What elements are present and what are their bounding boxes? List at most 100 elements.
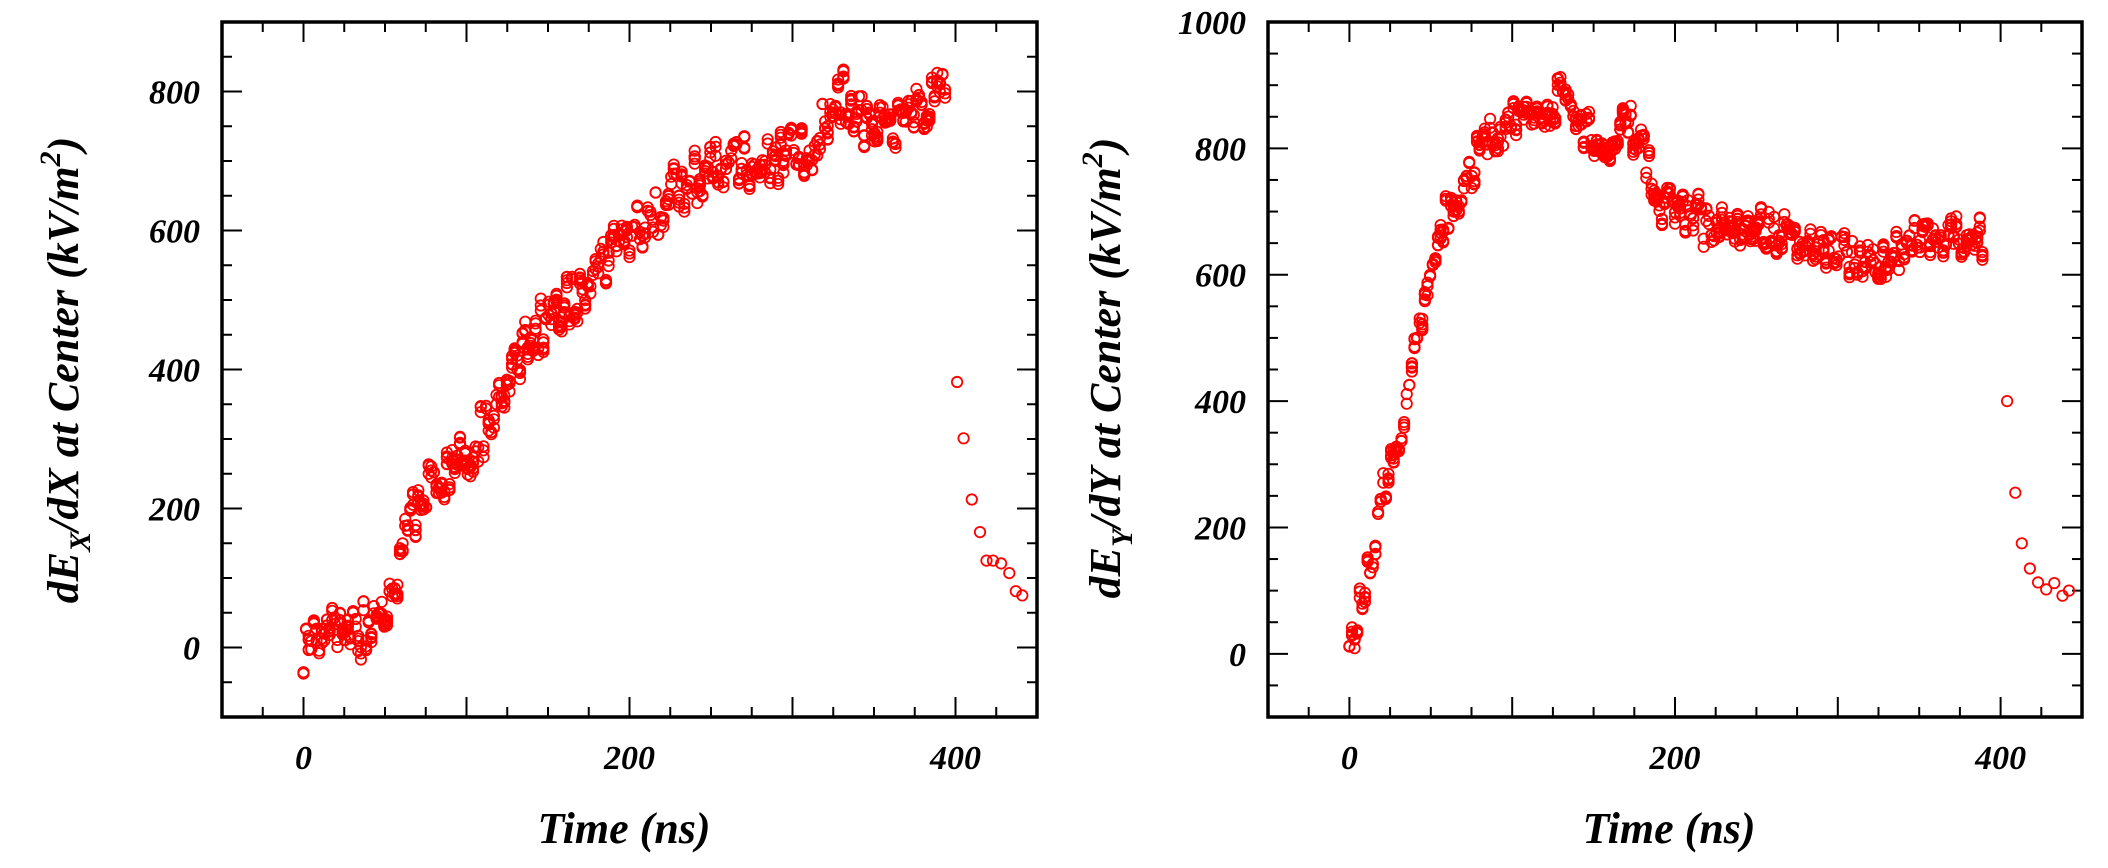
data-point xyxy=(688,144,701,157)
y-tick-label: 0 xyxy=(183,631,200,668)
data-point xyxy=(620,220,634,233)
data-point xyxy=(443,481,456,494)
data-point xyxy=(453,431,467,444)
data-point xyxy=(1455,194,1468,207)
data-point xyxy=(425,460,438,473)
data-point xyxy=(427,466,440,479)
data-point xyxy=(1554,71,1567,84)
data-point xyxy=(2031,576,2045,589)
data-point xyxy=(1489,139,1502,152)
y-tick-label: 400 xyxy=(148,353,200,390)
data-point xyxy=(936,67,949,81)
x-tick-label: 400 xyxy=(929,740,981,777)
data-point xyxy=(524,336,537,350)
data-point xyxy=(307,615,320,628)
data-point xyxy=(837,65,850,78)
data-point xyxy=(1400,397,1413,410)
data-point xyxy=(764,163,777,176)
data-point xyxy=(1679,226,1692,239)
data-point xyxy=(419,501,433,514)
data-point xyxy=(1003,566,1016,580)
data-point xyxy=(1416,312,1429,325)
data-point xyxy=(1640,166,1653,179)
data-point xyxy=(1382,476,1395,489)
data-point xyxy=(331,640,344,654)
data-point xyxy=(1645,177,1658,190)
data-point xyxy=(333,607,347,620)
data-point xyxy=(1016,589,1029,602)
data-point xyxy=(1366,561,1379,574)
y-axis-title: dEX/dX at Center (kV/m2) xyxy=(34,137,97,604)
data-point xyxy=(928,95,941,108)
data-point xyxy=(1637,129,1650,142)
data-point xyxy=(1642,149,1656,163)
data-point xyxy=(1562,92,1575,105)
x-tick-label: 200 xyxy=(1649,740,1701,777)
data-point xyxy=(1395,434,1408,447)
data-point xyxy=(2015,537,2028,550)
data-point xyxy=(1497,139,1510,152)
y-tick-label: 0 xyxy=(1229,637,1246,674)
data-point xyxy=(409,529,422,542)
data-point xyxy=(365,630,378,644)
data-point xyxy=(487,421,500,434)
data-point xyxy=(443,477,456,491)
data-point xyxy=(1687,219,1700,232)
plot-frame xyxy=(1266,20,2084,719)
data-point xyxy=(579,302,592,315)
data-point xyxy=(938,87,952,100)
data-point xyxy=(717,181,730,194)
data-point xyxy=(884,113,897,126)
data-point xyxy=(1582,113,1596,126)
data-point xyxy=(678,205,691,218)
data-point xyxy=(1679,218,1692,231)
data-point xyxy=(821,132,834,145)
data-point xyxy=(1358,586,1372,600)
data-point xyxy=(579,298,592,311)
data-point xyxy=(709,135,722,149)
data-point xyxy=(1840,245,1854,258)
data-point xyxy=(657,220,670,233)
data-point xyxy=(1421,289,1434,302)
data-point xyxy=(1775,238,1788,251)
data-point xyxy=(1411,332,1424,345)
data-point xyxy=(889,137,902,150)
data-point xyxy=(678,197,691,210)
data-point xyxy=(649,186,662,199)
data-point xyxy=(391,587,404,601)
data-point xyxy=(1484,112,1497,125)
y-tick-label: 800 xyxy=(1195,131,1246,168)
data-point xyxy=(1416,318,1429,331)
data-point xyxy=(719,162,733,175)
data-point xyxy=(871,130,884,143)
data-point xyxy=(821,127,834,140)
data-point xyxy=(380,619,394,632)
data-point xyxy=(696,190,709,203)
data-point xyxy=(1405,357,1419,370)
data-point xyxy=(764,171,777,184)
data-point xyxy=(1348,642,1361,655)
data-point xyxy=(354,653,367,666)
data-point xyxy=(297,666,310,679)
data-point xyxy=(438,493,451,506)
data-point xyxy=(871,125,884,138)
data-point xyxy=(834,117,847,130)
data-point xyxy=(1838,227,1851,240)
data-point xyxy=(1403,379,1416,392)
data-point xyxy=(498,395,511,409)
data-point xyxy=(1877,239,1890,253)
data-point xyxy=(1559,86,1572,99)
data-point xyxy=(1694,200,1708,214)
data-point xyxy=(542,295,555,308)
data-point xyxy=(592,267,605,280)
y-axis-title-middle: /dX at Center (kV/m xyxy=(39,166,88,534)
data-point xyxy=(709,149,722,162)
data-point xyxy=(743,182,756,195)
y-axis-title-middle: /dY at Center (kV/m xyxy=(1081,167,1130,531)
data-point xyxy=(409,523,422,536)
data-point xyxy=(479,402,493,415)
data-point xyxy=(623,244,636,257)
data-point xyxy=(1937,250,1950,263)
y-axis-title-superscript: 2 xyxy=(34,151,67,167)
